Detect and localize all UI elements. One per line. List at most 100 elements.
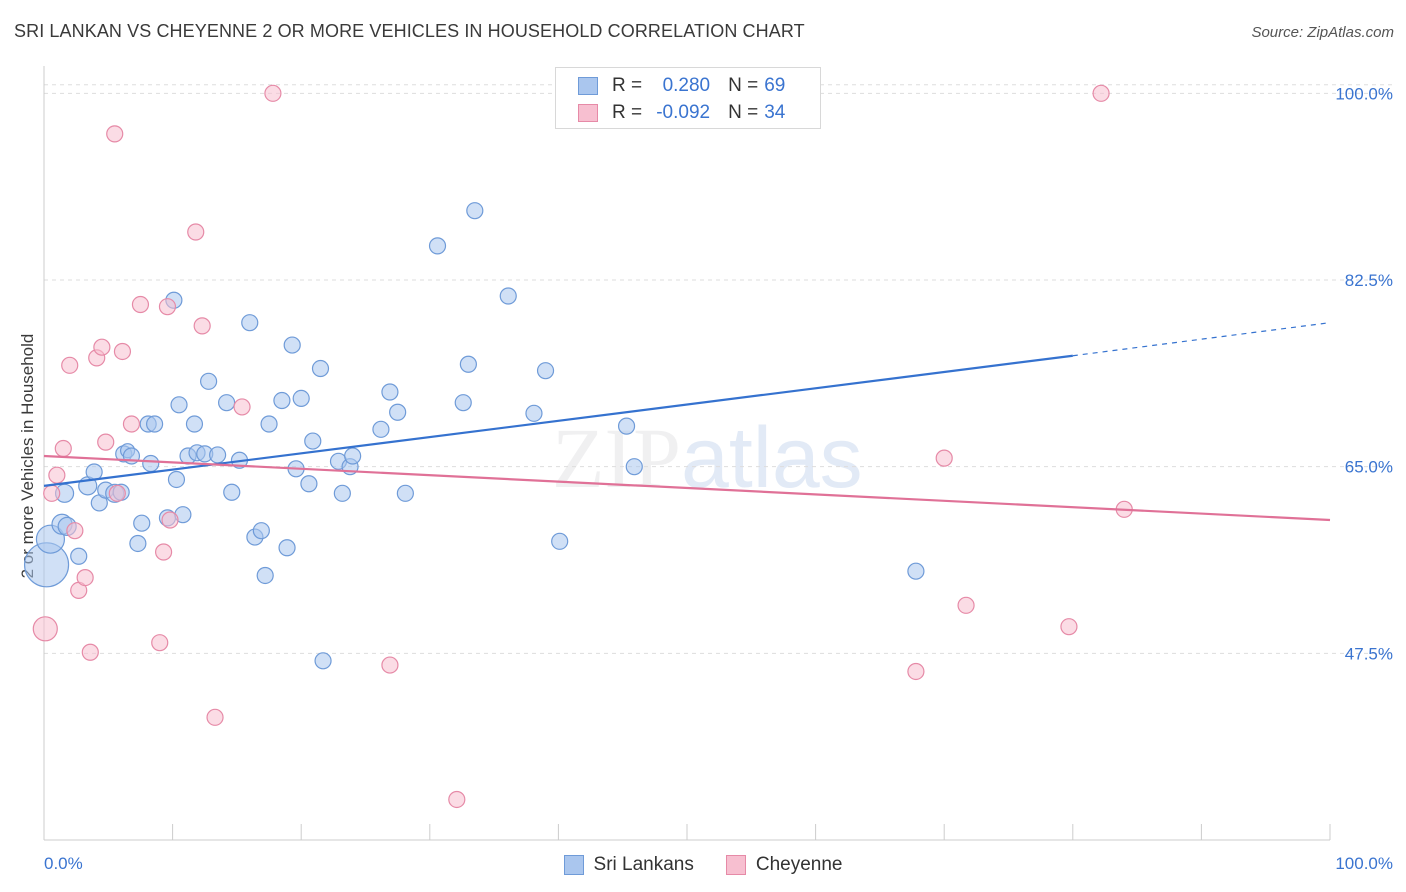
source-label: Source: ZipAtlas.com — [1251, 24, 1394, 41]
sri-lankan-trendline-extension — [1072, 322, 1331, 357]
cheyenne-point — [158, 298, 177, 316]
legend-swatch-pink — [578, 104, 598, 122]
sri-lankan-point — [223, 483, 241, 501]
cheyenne-point — [264, 84, 282, 102]
cheyenne-point — [43, 484, 61, 502]
sri-lankan-point — [499, 287, 517, 305]
legend-n-value: 34 — [764, 102, 786, 123]
cheyenne-point — [54, 439, 72, 458]
sri-lankan-point — [625, 458, 643, 476]
cheyenne-point — [48, 466, 66, 484]
cheyenne-point — [76, 568, 94, 587]
sri-lankan-point — [454, 394, 472, 412]
cheyenne-point — [907, 662, 925, 681]
sri-lankan-point — [256, 566, 274, 585]
cheyenne-point — [187, 223, 205, 241]
cheyenne-point — [113, 342, 132, 361]
chart-title: SRI LANKAN VS CHEYENNE 2 OR MORE VEHICLE… — [14, 21, 805, 41]
sri-lankan-point — [209, 446, 227, 464]
legend-n-value: 69 — [764, 75, 786, 96]
sri-lankan-point — [133, 514, 151, 532]
y-tick-label: 82.5% — [1345, 271, 1393, 290]
sri-lankan-point — [396, 484, 414, 502]
sri-lankan-point — [311, 359, 330, 378]
cheyenne-trendline — [43, 454, 1331, 522]
watermark-zip: ZIP — [552, 410, 681, 506]
cheyenne-point — [32, 616, 58, 642]
cheyenne-point — [381, 656, 399, 674]
sri-lankan-point — [167, 470, 186, 489]
sri-lankan-point — [273, 391, 291, 410]
y-tick-label: 65.0% — [1345, 458, 1393, 477]
cheyenne-point — [1060, 618, 1078, 636]
sri-lankan-point — [260, 415, 278, 433]
cheyenne-point — [193, 317, 211, 335]
legend-item-sri-lankans[interactable]: Sri Lankans — [563, 854, 694, 876]
sri-lankan-point — [85, 463, 103, 481]
cheyenne-point — [935, 449, 953, 467]
sri-lankan-point — [459, 355, 477, 373]
legend-label-sri-lankans: Sri Lankans — [593, 854, 694, 875]
cheyenne-point — [93, 338, 111, 356]
cheyenne-point — [97, 433, 115, 451]
sri-lankan-point — [170, 396, 188, 414]
legend-n-label: N = — [728, 102, 759, 123]
sri-lankan-point — [551, 532, 569, 550]
stats-legend: R = 0.280 N = 69 R = -0.092 N = 34 — [555, 67, 821, 129]
sri-lankan-point — [466, 202, 484, 220]
legend-swatch-blue — [563, 855, 584, 875]
legend-item-cheyenne[interactable]: Cheyenne — [725, 854, 843, 876]
sri-lankan-point — [536, 362, 555, 380]
cheyenne-point — [61, 356, 79, 374]
cheyenne-point — [448, 790, 466, 809]
sri-lankan-point — [381, 383, 399, 401]
y-tick-label: 47.5% — [1345, 644, 1393, 663]
sri-lankan-point — [129, 534, 147, 553]
y-tick-label: 100.0% — [1335, 84, 1393, 103]
legend-row-sri-lankans: R = 0.280 N = 69 — [578, 73, 785, 99]
sri-lankan-point — [218, 394, 236, 412]
legend-label-cheyenne: Cheyenne — [755, 854, 843, 875]
cheyenne-point — [161, 511, 179, 529]
sri-lankan-point — [241, 314, 259, 332]
sri-lankan-point — [907, 562, 925, 580]
sri-lankan-point — [389, 403, 407, 421]
sri-lankan-point — [333, 484, 351, 502]
cheyenne-point — [108, 484, 126, 502]
cheyenne-point — [957, 596, 975, 614]
watermark: ZIPatlas — [552, 408, 863, 508]
legend-row-cheyenne: R = -0.092 N = 34 — [578, 100, 785, 126]
sri-lankan-point — [283, 336, 301, 354]
legend-r-value: -0.092 — [656, 102, 711, 123]
sri-lankan-point — [292, 389, 310, 407]
cheyenne-point — [151, 634, 169, 652]
sri-lankan-point — [278, 539, 296, 557]
sri-lankan-point — [300, 475, 318, 493]
sri-lankan-point — [185, 415, 204, 433]
cheyenne-point — [106, 125, 124, 143]
sri-lankan-point — [70, 547, 88, 565]
legend-r-label: R = — [612, 102, 643, 123]
legend-swatch-blue — [578, 77, 598, 95]
cheyenne-point — [131, 295, 150, 314]
cheyenne-point — [1092, 84, 1110, 102]
series-legend: Sri Lankans Cheyenne — [0, 852, 1406, 878]
sri-lankan-point — [525, 404, 543, 422]
sri-lankan-point — [200, 372, 218, 390]
sri-lankan-point — [372, 420, 390, 438]
sri-lankan-point — [344, 447, 362, 465]
legend-r-value: 0.280 — [662, 75, 711, 96]
cheyenne-point — [66, 522, 84, 540]
x-tick-label: 0.0% — [44, 854, 83, 873]
x-tick-label: 100.0% — [1335, 854, 1393, 873]
sri-lankan-point — [252, 522, 270, 540]
sri-lankan-point — [304, 432, 322, 450]
sri-lankan-point — [428, 237, 447, 255]
cheyenne-point — [233, 398, 251, 416]
legend-swatch-pink — [725, 855, 746, 875]
sri-lankan-point — [617, 417, 636, 435]
cheyenne-point — [122, 415, 141, 433]
cheyenne-point — [154, 543, 173, 561]
legend-n-label: N = — [728, 75, 759, 96]
